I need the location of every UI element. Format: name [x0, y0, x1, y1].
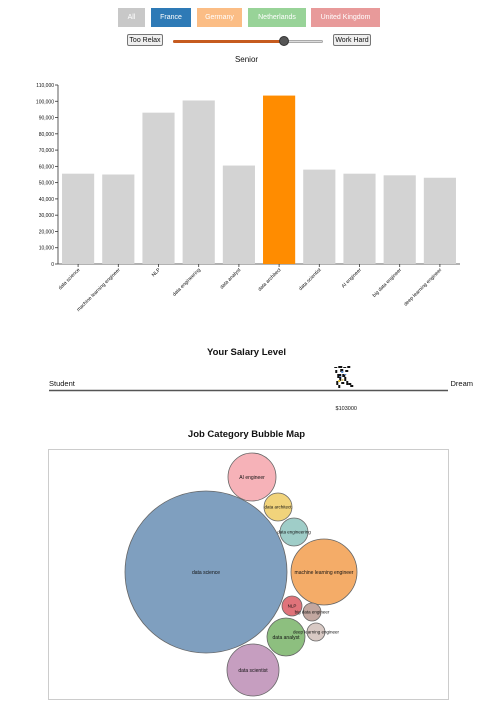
country-button-united-kingdom[interactable]: United Kingdom	[311, 8, 380, 27]
runner-icon-part	[338, 380, 341, 382]
runner-icon-part	[344, 377, 347, 381]
salary-value-label: $103000	[336, 406, 357, 412]
bubble[interactable]	[281, 595, 303, 617]
bubble[interactable]	[226, 643, 280, 697]
x-tick-label: data engineering	[172, 267, 203, 298]
y-tick-label: 60,000	[39, 164, 55, 170]
bar[interactable]	[343, 173, 376, 264]
bubble[interactable]	[279, 517, 309, 547]
salary-bar-chart: 0 10,000 20,000 30,000 40,000 50,000 60,000 70,…	[36, 83, 460, 313]
bubble[interactable]	[263, 492, 293, 522]
y-tick-label: 100,000	[36, 99, 54, 105]
effort-slider-fill	[173, 40, 284, 43]
effort-slider-thumb[interactable]	[279, 36, 289, 46]
x-tick-label: data architect	[257, 267, 283, 293]
salary-level-line: Student Dream $103000	[49, 366, 473, 412]
runner-icon-part	[340, 369, 344, 372]
bubble-label: machine learning engineer	[295, 570, 354, 576]
runner-icon-part	[339, 376, 342, 377]
bar[interactable]	[423, 177, 456, 264]
salary-level-title: Your Salary Level	[206, 347, 287, 358]
y-tick-label: 0	[51, 262, 54, 268]
x-tick-label: deep learning engineer	[403, 267, 444, 308]
runner-icon-part	[335, 370, 338, 373]
bar[interactable]	[182, 100, 215, 264]
runner-icon-part	[338, 385, 341, 388]
level-label: Senior	[234, 55, 259, 64]
x-tick-label: NLP	[151, 267, 163, 279]
bubble-map-title: Job Category Bubble Map	[187, 429, 306, 440]
bubble-label: data engineering	[277, 530, 311, 535]
bubble[interactable]	[290, 538, 358, 606]
bubble-label: data analyst	[273, 635, 301, 641]
x-tick-label: data analyst	[219, 267, 243, 291]
too-relax-button[interactable]: Too Relax	[127, 34, 163, 46]
y-tick-label: 80,000	[39, 132, 55, 138]
bubble-label: deep learning engineer	[293, 630, 340, 635]
runner-icon-part	[339, 378, 342, 381]
x-tick-label: machine learning engineer	[76, 267, 122, 313]
y-tick-label: 30,000	[39, 213, 55, 219]
country-filter-bar: All France Germany Netherlands United Ki…	[0, 8, 493, 28]
country-button-all[interactable]: All	[118, 8, 145, 27]
runner-icon-part	[338, 366, 343, 368]
runner-icon-part	[341, 382, 345, 384]
runner-icon-part	[334, 367, 338, 368]
x-tick-label: data scientist	[298, 267, 323, 292]
salary-end-label: Dream	[450, 379, 473, 388]
y-tick-label: 10,000	[39, 246, 55, 252]
bubble[interactable]	[306, 622, 326, 642]
y-tick-label: 20,000	[39, 229, 55, 235]
runner-icon-part	[346, 381, 349, 385]
country-button-netherlands[interactable]: Netherlands	[248, 8, 306, 27]
country-button-germany[interactable]: Germany	[197, 8, 242, 27]
country-button-france[interactable]: France	[151, 8, 191, 27]
x-tick-label: AI engineer	[341, 267, 364, 290]
runner-icon-part	[348, 383, 352, 385]
job-category-bubble-map: data science machine learning engineer AI …	[124, 452, 358, 697]
bubble[interactable]	[124, 490, 288, 654]
bar[interactable]	[222, 165, 255, 264]
bubble-label: data science	[192, 570, 220, 576]
bar[interactable]	[142, 112, 175, 264]
y-tick-label: 40,000	[39, 197, 55, 203]
runner-icon-part	[343, 367, 347, 368]
runner-icon-part	[347, 366, 351, 368]
bubble[interactable]	[302, 602, 322, 622]
runner-icon-part	[342, 374, 346, 377]
y-tick-label: 50,000	[39, 181, 55, 187]
y-tick-label: 90,000	[39, 116, 55, 122]
runner-icon-part	[345, 370, 349, 372]
runner-icon	[334, 366, 354, 388]
runner-icon-part	[336, 381, 339, 385]
bar[interactable]	[383, 175, 416, 264]
bubble-map-frame	[48, 449, 449, 700]
bar[interactable]	[62, 173, 95, 264]
effort-slider-row: Too Relax Work Hard	[0, 34, 493, 48]
bar[interactable]	[263, 95, 296, 264]
runner-icon-part	[344, 374, 347, 375]
y-tick-label: 110,000	[36, 83, 54, 89]
bubble-label: AI engineer	[239, 475, 265, 481]
bubble-label: data architect	[264, 505, 292, 510]
runner-icon-part	[342, 379, 344, 381]
work-hard-button[interactable]: Work Hard	[333, 34, 371, 46]
bubble[interactable]	[227, 452, 277, 502]
bar[interactable]	[102, 174, 135, 265]
x-tick-label: big data engineer	[372, 267, 404, 299]
bubble-label: NLP	[288, 604, 297, 609]
bar[interactable]	[303, 169, 336, 264]
runner-icon-part	[341, 371, 344, 373]
runner-icon-part	[350, 385, 354, 387]
y-tick-label: 70,000	[39, 148, 55, 154]
x-tick-label: data science	[57, 267, 81, 291]
bubble-label: big data engineer	[295, 610, 330, 615]
salary-start-label: Student	[49, 379, 76, 388]
bubble[interactable]	[266, 617, 306, 657]
bubble-label: data scientist	[238, 668, 268, 674]
